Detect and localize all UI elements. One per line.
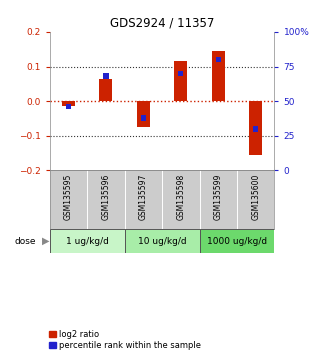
Text: dose: dose <box>14 236 36 246</box>
Text: 1 ug/kg/d: 1 ug/kg/d <box>66 236 108 246</box>
Bar <box>174 61 187 101</box>
Bar <box>212 51 225 101</box>
Bar <box>62 101 75 106</box>
Bar <box>253 126 258 132</box>
Text: GSM135599: GSM135599 <box>214 173 223 220</box>
Legend: log2 ratio, percentile rank within the sample: log2 ratio, percentile rank within the s… <box>49 330 201 350</box>
Text: GSM135600: GSM135600 <box>251 173 260 220</box>
Text: GSM135598: GSM135598 <box>176 173 185 219</box>
Bar <box>178 71 183 76</box>
Text: GSM135597: GSM135597 <box>139 173 148 220</box>
Bar <box>50 229 125 253</box>
Bar <box>125 229 200 253</box>
Bar <box>103 73 108 79</box>
Bar <box>141 115 146 121</box>
Bar <box>249 101 262 155</box>
Bar <box>66 104 71 109</box>
Bar <box>200 229 274 253</box>
Title: GDS2924 / 11357: GDS2924 / 11357 <box>110 16 214 29</box>
Bar <box>137 101 150 127</box>
Text: 10 ug/kg/d: 10 ug/kg/d <box>138 236 187 246</box>
Text: GSM135596: GSM135596 <box>101 173 110 220</box>
Text: 1000 ug/kg/d: 1000 ug/kg/d <box>207 236 267 246</box>
Text: ▶: ▶ <box>41 236 49 246</box>
Text: GSM135595: GSM135595 <box>64 173 73 220</box>
Bar <box>216 57 221 62</box>
Bar <box>100 79 112 101</box>
